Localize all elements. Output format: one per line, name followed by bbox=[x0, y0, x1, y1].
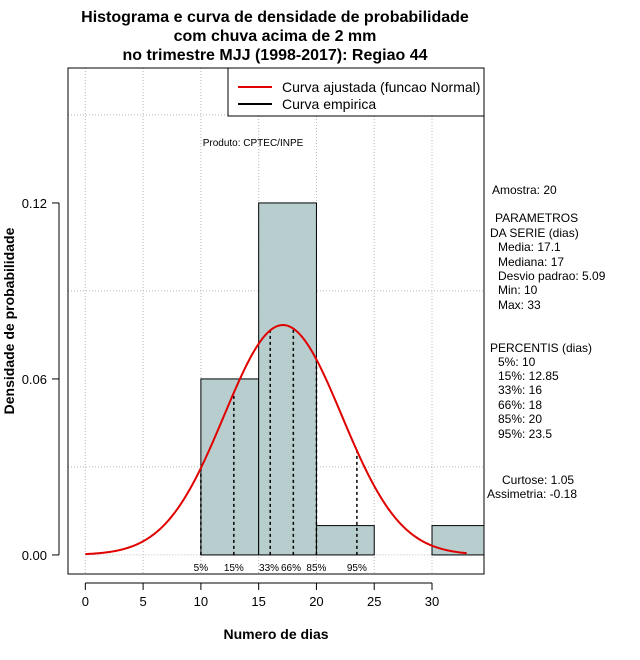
legend-label-normal: Curva ajustada (funcao Normal) bbox=[282, 79, 480, 95]
param-mean: Media: 17.1 bbox=[498, 240, 561, 254]
x-tick-label-30: 30 bbox=[425, 594, 439, 609]
percentile-label-95: 95% bbox=[347, 563, 367, 574]
legend-label-empirical: Curva empirica bbox=[282, 96, 376, 112]
x-tick-label-20: 20 bbox=[309, 594, 323, 609]
percentil-85: 85%: 20 bbox=[498, 412, 542, 426]
assimetria: Assimetria: -0.18 bbox=[487, 487, 577, 501]
x-tick-label-25: 25 bbox=[367, 594, 381, 609]
percentis-title: PERCENTIS (dias) bbox=[490, 341, 592, 355]
percentil-66: 66%: 18 bbox=[498, 398, 542, 412]
percentile-label-85: 85% bbox=[306, 563, 326, 574]
x-axis: 0 5 10 15 20 25 30 bbox=[82, 582, 439, 609]
y-tick-label-0: 0.00 bbox=[22, 548, 47, 563]
normal-curve-group bbox=[85, 324, 467, 556]
x-tick-label-5: 5 bbox=[139, 594, 146, 609]
chart-title-line-1: Histograma e curva de densidade de proba… bbox=[81, 9, 469, 26]
param-min: Min: 10 bbox=[498, 283, 538, 297]
percentil-95: 95%: 23.5 bbox=[498, 427, 552, 441]
percentil-15: 15%: 12.85 bbox=[498, 369, 559, 383]
chart-title-line-3: no trimestre MJJ (1998-2017): Regiao 44 bbox=[122, 47, 427, 64]
curtose: Curtose: 1.05 bbox=[502, 473, 574, 487]
params-title-line-1: PARAMETROS bbox=[495, 211, 578, 225]
percentil-5: 5%: 10 bbox=[498, 355, 536, 369]
histogram-bar-10-15 bbox=[200, 378, 260, 556]
percentile-label-5: 5% bbox=[194, 563, 209, 574]
param-max: Max: 33 bbox=[498, 298, 541, 312]
histogram-bars bbox=[200, 202, 485, 556]
normal-fit-curve bbox=[85, 324, 467, 556]
source-note: Produto: CPTEC/INPE bbox=[203, 138, 304, 149]
percentile-label-15: 15% bbox=[224, 563, 244, 574]
x-tick-label-10: 10 bbox=[194, 594, 208, 609]
x-axis-title: Numero de dias bbox=[223, 626, 328, 642]
y-axis: 0.00 0.06 0.12 bbox=[22, 196, 60, 563]
percentile-label-66: 66% bbox=[281, 563, 301, 574]
legend: Curva ajustada (funcao Normal) Curva emp… bbox=[227, 67, 485, 117]
legend-box bbox=[227, 67, 485, 117]
histogram-bar-15-20 bbox=[258, 202, 317, 556]
params-title-line-2: DA SERIE (dias) bbox=[490, 226, 579, 240]
x-tick-label-0: 0 bbox=[82, 594, 89, 609]
y-tick-label-1: 0.06 bbox=[22, 372, 47, 387]
percentile-lines: 5% 15% 33% 66% 85% 95% bbox=[194, 328, 367, 574]
histogram-bar-20-25 bbox=[315, 525, 375, 556]
stats-panel: Amostra: 20 PARAMETROS DA SERIE (dias) M… bbox=[487, 183, 606, 501]
param-median: Mediana: 17 bbox=[498, 255, 564, 269]
y-axis-title: Densidade de probabilidade bbox=[1, 227, 17, 414]
sample-size: Amostra: 20 bbox=[492, 183, 557, 197]
percentil-33: 33%: 16 bbox=[498, 383, 542, 397]
x-tick-label-15: 15 bbox=[251, 594, 265, 609]
histogram-bar-30-35 bbox=[431, 525, 485, 556]
param-stddev: Desvio padrao: 5.09 bbox=[498, 269, 606, 283]
chart-title-line-2: com chuva acima de 2 mm bbox=[174, 28, 377, 45]
y-tick-label-2: 0.12 bbox=[22, 196, 47, 211]
percentile-label-33: 33% bbox=[259, 563, 279, 574]
